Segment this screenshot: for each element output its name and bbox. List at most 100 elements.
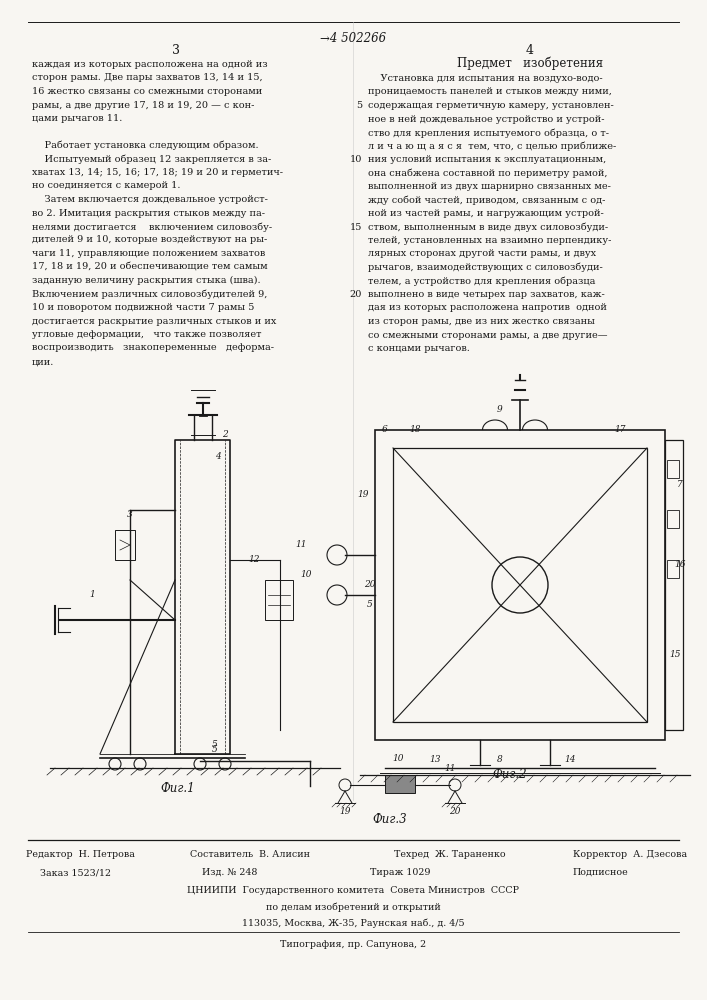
Text: 11: 11	[295, 540, 307, 549]
Text: 18: 18	[409, 425, 421, 434]
Text: Предмет   изобретения: Предмет изобретения	[457, 56, 603, 70]
Text: ство для крепления испытуемого образца, о т-: ство для крепления испытуемого образца, …	[368, 128, 609, 137]
Text: Подписное: Подписное	[572, 868, 628, 877]
Text: Изд. № 248: Изд. № 248	[202, 868, 257, 877]
Circle shape	[339, 779, 351, 791]
Bar	[393, 448, 647, 722]
Text: 15: 15	[350, 223, 362, 232]
Text: выполненной из двух шарнирно связанных ме-: выполненной из двух шарнирно связанных м…	[368, 182, 611, 191]
Text: 10 и поворотом подвижной части 7 рамы 5: 10 и поворотом подвижной части 7 рамы 5	[32, 303, 255, 312]
Text: Фиг.2: Фиг.2	[493, 768, 527, 781]
Text: ное в ней дождевальное устройство и устрой-: ное в ней дождевальное устройство и устр…	[368, 114, 604, 123]
Text: цами рычагов 11.: цами рычагов 11.	[32, 114, 122, 123]
Text: 19: 19	[339, 807, 351, 816]
Text: 19: 19	[357, 490, 369, 499]
Text: 14: 14	[564, 755, 575, 764]
Text: 12: 12	[248, 555, 259, 564]
Bar	[385, 775, 415, 793]
Bar	[115, 530, 135, 560]
Text: во 2. Имитация раскрытия стыков между па-: во 2. Имитация раскрытия стыков между па…	[32, 209, 265, 218]
Text: ции.: ции.	[32, 357, 54, 366]
Text: Типография, пр. Сапунова, 2: Типография, пр. Сапунова, 2	[280, 940, 426, 949]
Text: 5: 5	[212, 745, 218, 754]
Text: 15: 15	[670, 650, 681, 659]
Text: рычагов, взаимодействующих с силовозбуди-: рычагов, взаимодействующих с силовозбуди…	[368, 263, 603, 272]
Text: рамы, а две другие 17, 18 и 19, 20 — с кон-: рамы, а две другие 17, 18 и 19, 20 — с к…	[32, 101, 255, 109]
Circle shape	[492, 557, 548, 613]
Text: 16: 16	[674, 560, 686, 569]
Text: хватах 13, 14; 15, 16; 17, 18; 19 и 20 и герметич-: хватах 13, 14; 15, 16; 17, 18; 19 и 20 и…	[32, 168, 283, 177]
Text: →4 502266: →4 502266	[320, 32, 386, 45]
Text: 8: 8	[497, 755, 503, 764]
Text: 17, 18 и 19, 20 и обеспечивающие тем самым: 17, 18 и 19, 20 и обеспечивающие тем сам…	[32, 262, 268, 271]
Text: с концами рычагов.: с концами рычагов.	[368, 344, 470, 353]
Text: 16 жестко связаны со смежными сторонами: 16 жестко связаны со смежными сторонами	[32, 87, 262, 96]
Bar	[667, 560, 679, 578]
Bar	[667, 460, 679, 478]
Text: Установка для испытания на воздухо-водо-: Установка для испытания на воздухо-водо-	[368, 74, 602, 83]
Text: телем, а устройство для крепления образца: телем, а устройство для крепления образц…	[368, 276, 595, 286]
Text: она снабжена составной по периметру рамой,: она снабжена составной по периметру рамо…	[368, 168, 607, 178]
Text: угловые деформации,   что также позволяет: угловые деформации, что также позволяет	[32, 330, 262, 339]
Text: Составитель  В. Алисин: Составитель В. Алисин	[190, 850, 310, 859]
Circle shape	[449, 779, 461, 791]
Text: Техред  Ж. Тараненко: Техред Ж. Тараненко	[395, 850, 506, 859]
Text: ния условий испытания к эксплуатационным,: ния условий испытания к эксплуатационным…	[368, 155, 606, 164]
Text: ЦНИИПИ  Государственного комитета  Совета Министров  СССР: ЦНИИПИ Государственного комитета Совета …	[187, 886, 519, 895]
Text: содержащая герметичную камеру, установлен-: содержащая герметичную камеру, установле…	[368, 101, 614, 110]
Text: 1: 1	[89, 590, 95, 599]
Text: 113035, Москва, Ж-35, Раунская наб., д. 4/5: 113035, Москва, Ж-35, Раунская наб., д. …	[242, 918, 464, 928]
Text: из сторон рамы, две из них жестко связаны: из сторон рамы, две из них жестко связан…	[368, 317, 595, 326]
Text: 2: 2	[222, 430, 228, 439]
Text: телей, установленных на взаимно перпендику-: телей, установленных на взаимно перпенди…	[368, 236, 612, 245]
Text: 13: 13	[429, 755, 440, 764]
Text: л и ч а ю щ а я с я  тем, что, с целью приближе-: л и ч а ю щ а я с я тем, что, с целью пр…	[368, 141, 617, 151]
Text: 20: 20	[364, 580, 375, 589]
Text: Корректор  А. Дзесова: Корректор А. Дзесова	[573, 850, 687, 859]
Bar	[265, 580, 293, 620]
Text: Фиг.1: Фиг.1	[160, 782, 195, 795]
Circle shape	[327, 545, 347, 565]
Text: Заказ 1523/12: Заказ 1523/12	[40, 868, 110, 877]
Text: проницаемость панелей и стыков между ними,: проницаемость панелей и стыков между ним…	[368, 88, 612, 97]
Text: нелями достигается    включением силовозбу-: нелями достигается включением силовозбу-	[32, 222, 272, 232]
Text: 7: 7	[677, 480, 683, 489]
Text: дителей 9 и 10, которые воздействуют на ры-: дителей 9 и 10, которые воздействуют на …	[32, 235, 267, 244]
Text: но соединяется с камерой 1.: но соединяется с камерой 1.	[32, 182, 180, 190]
Text: Затем включается дождевальное устройст-: Затем включается дождевальное устройст-	[32, 195, 268, 204]
Text: 9: 9	[497, 405, 503, 414]
Bar	[375, 430, 665, 740]
Text: воспроизводить   знакопеременные   деформа-: воспроизводить знакопеременные деформа-	[32, 344, 274, 353]
Text: лярных сторонах другой части рамы, и двух: лярных сторонах другой части рамы, и дву…	[368, 249, 596, 258]
Text: достигается раскрытие различных стыков и их: достигается раскрытие различных стыков и…	[32, 316, 276, 326]
Text: 4: 4	[215, 452, 221, 461]
Text: 10: 10	[350, 155, 362, 164]
Text: 5: 5	[356, 101, 362, 110]
Text: 5: 5	[212, 740, 218, 749]
Text: жду собой частей, приводом, связанным с од-: жду собой частей, приводом, связанным с …	[368, 196, 605, 205]
Text: 10: 10	[392, 754, 404, 763]
Text: 5: 5	[367, 600, 373, 609]
Bar	[665, 440, 683, 730]
Text: 3: 3	[127, 510, 133, 519]
Text: ством, выполненным в виде двух силовозбуди-: ством, выполненным в виде двух силовозбу…	[368, 223, 608, 232]
Text: 11: 11	[444, 764, 456, 773]
Text: заданную величину раскрытия стыка (шва).: заданную величину раскрытия стыка (шва).	[32, 276, 261, 285]
Text: 3: 3	[172, 44, 180, 57]
Text: сторон рамы. Две пары захватов 13, 14 и 15,: сторон рамы. Две пары захватов 13, 14 и …	[32, 74, 262, 83]
Text: дая из которых расположена напротив  одной: дая из которых расположена напротив одно…	[368, 304, 607, 312]
Text: Испытуемый образец 12 закрепляется в за-: Испытуемый образец 12 закрепляется в за-	[32, 154, 271, 164]
Text: Фиг.3: Фиг.3	[373, 813, 407, 826]
Text: 4: 4	[526, 44, 534, 57]
Text: Работает установка следующим образом.: Работает установка следующим образом.	[32, 141, 259, 150]
Text: по делам изобретений и открытий: по делам изобретений и открытий	[266, 902, 440, 912]
Text: каждая из которых расположена на одной из: каждая из которых расположена на одной и…	[32, 60, 268, 69]
Circle shape	[327, 585, 347, 605]
Text: Редактор  Н. Петрова: Редактор Н. Петрова	[25, 850, 134, 859]
Text: 20: 20	[449, 807, 461, 816]
Text: 20: 20	[350, 290, 362, 299]
Text: 6: 6	[382, 425, 388, 434]
Text: ной из частей рамы, и нагружающим устрой-: ной из частей рамы, и нагружающим устрой…	[368, 209, 604, 218]
Text: 10: 10	[300, 570, 312, 579]
Text: 17: 17	[614, 425, 626, 434]
